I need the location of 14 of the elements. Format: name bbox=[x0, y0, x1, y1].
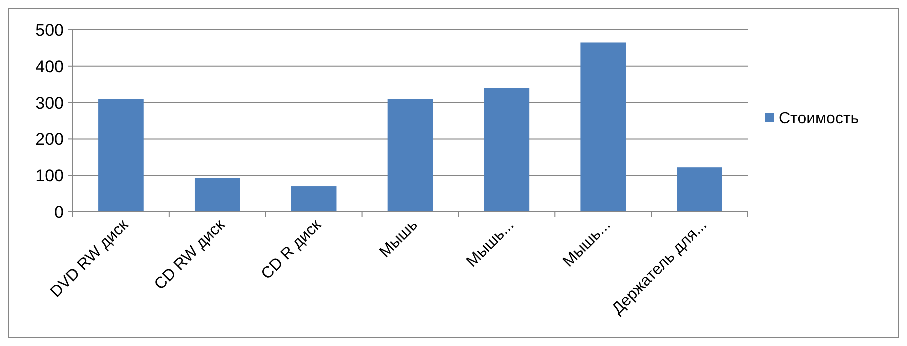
y-tick-label: 500 bbox=[36, 20, 64, 40]
bar bbox=[388, 99, 434, 212]
bar bbox=[580, 42, 626, 212]
y-tick-label: 100 bbox=[36, 166, 64, 186]
bar bbox=[677, 168, 722, 212]
bar bbox=[484, 88, 530, 212]
bar bbox=[194, 178, 240, 212]
legend-label: Стоимость bbox=[779, 110, 860, 128]
y-tick-label: 400 bbox=[36, 57, 64, 76]
y-tick-label: 0 bbox=[54, 202, 64, 222]
y-tick-label: 200 bbox=[36, 130, 64, 150]
bar bbox=[291, 186, 337, 212]
y-tick-label: 300 bbox=[36, 94, 64, 113]
bar bbox=[98, 99, 144, 212]
